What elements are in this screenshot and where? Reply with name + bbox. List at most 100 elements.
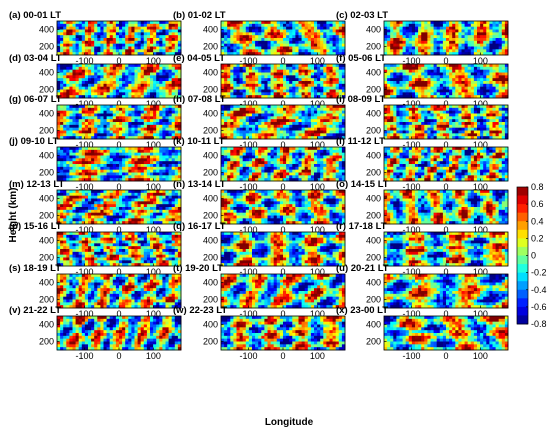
- heatmap-cell: [131, 46, 135, 50]
- heatmap-cell: [424, 133, 428, 137]
- heatmap-cell: [60, 161, 64, 165]
- heatmap-cell: [455, 40, 459, 45]
- heatmap-cell: [295, 119, 299, 123]
- heatmap-cell: [106, 43, 111, 47]
- heatmap-cell: [72, 133, 76, 137]
- heatmap-cell: [242, 49, 247, 53]
- heatmap-cell: [153, 26, 157, 30]
- heatmap-cell: [430, 21, 434, 25]
- heatmap-cell: [492, 130, 496, 134]
- heatmap-cell: [449, 72, 453, 76]
- heatmap-cell: [106, 21, 111, 25]
- heatmap-cell: [486, 107, 490, 112]
- heatmap-cell: [473, 110, 478, 114]
- heatmap-cell: [177, 40, 182, 45]
- heatmap-cell: [473, 92, 478, 96]
- heatmap-cell: [137, 124, 142, 129]
- heatmap-cell: [119, 35, 123, 39]
- heatmap-cell: [470, 46, 475, 50]
- heatmap-cell: [224, 81, 228, 85]
- heatmap-cell: [168, 133, 173, 137]
- heatmap-cell: [75, 38, 80, 42]
- heatmap-cell: [174, 149, 179, 154]
- heatmap-cell: [177, 38, 182, 42]
- heatmap-cell: [480, 83, 484, 88]
- heatmap-cell: [399, 29, 403, 33]
- heatmap-cell: [501, 32, 506, 36]
- heatmap-cell: [452, 29, 456, 33]
- heatmap-cell: [78, 113, 83, 117]
- heatmap-cell: [239, 89, 244, 93]
- heatmap-cell: [492, 32, 496, 36]
- heatmap-cell: [174, 161, 179, 165]
- heatmap-cell: [314, 89, 318, 93]
- heatmap-cell: [477, 95, 481, 99]
- heatmap-cell: [84, 49, 89, 53]
- heatmap-cell: [88, 43, 92, 47]
- heatmap-cells: [221, 64, 346, 99]
- heatmap-cell: [165, 38, 169, 42]
- heatmap-cell: [279, 105, 284, 109]
- heatmap-cell: [390, 40, 394, 45]
- heatmap-cell: [314, 78, 318, 82]
- y-tick-label: 200: [39, 42, 54, 52]
- heatmap-cell: [442, 95, 447, 99]
- heatmap-cell: [137, 133, 142, 137]
- heatmap-cell: [489, 133, 493, 137]
- heatmap-cell: [442, 29, 447, 33]
- heatmap-cell: [171, 119, 176, 123]
- heatmap-cell: [270, 49, 275, 53]
- heatmap-cell: [69, 147, 73, 151]
- heatmap-cell: [115, 110, 120, 114]
- heatmap-cell: [177, 110, 182, 114]
- heatmap-cell: [60, 29, 64, 33]
- heatmap-cell: [63, 89, 67, 93]
- heatmap-cell: [261, 21, 265, 25]
- heatmap-cell: [264, 136, 268, 140]
- heatmap-cell: [483, 66, 487, 71]
- heatmap-cell: [317, 81, 321, 85]
- heatmap-cell: [421, 89, 425, 93]
- heatmap-cell: [100, 75, 104, 79]
- heatmap-cell: [504, 89, 509, 93]
- heatmap-cell: [384, 32, 388, 36]
- heatmap-cell: [283, 110, 287, 114]
- heatmap-cell: [66, 122, 70, 126]
- heatmap-cell: [140, 89, 145, 93]
- heatmap-cell: [408, 86, 413, 90]
- heatmap-cell: [399, 89, 403, 93]
- heatmap-cell: [75, 158, 80, 162]
- heatmap-cell: [177, 43, 182, 47]
- heatmap-cell: [150, 21, 154, 25]
- heatmap-cell: [480, 136, 484, 140]
- heatmap-cell: [415, 83, 419, 88]
- heatmap-cell: [100, 69, 104, 73]
- heatmap-cell: [283, 113, 287, 117]
- heatmap-cell: [242, 92, 247, 96]
- heatmap-cell: [436, 26, 441, 30]
- heatmap-cell: [227, 158, 231, 162]
- heatmap-cell: [424, 72, 428, 76]
- heatmap-cell: [461, 81, 465, 85]
- heatmap-cell: [332, 127, 337, 131]
- heatmap-cell: [78, 89, 83, 93]
- heatmap-cell: [402, 46, 407, 50]
- heatmap-cell: [97, 95, 101, 99]
- heatmap-cell: [433, 32, 438, 36]
- heatmap-cell: [106, 95, 111, 99]
- heatmap-cell: [320, 105, 324, 109]
- heatmap-cell: [221, 64, 225, 68]
- heatmap-cell: [261, 66, 265, 71]
- heatmap-cell: [504, 127, 509, 131]
- heatmap-cell: [433, 29, 438, 33]
- heatmap-cell: [279, 32, 284, 36]
- heatmap-cell: [402, 89, 407, 93]
- heatmap-cell: [128, 21, 132, 25]
- heatmap-cell: [100, 64, 104, 68]
- heatmap-cell: [270, 133, 275, 137]
- heatmap-cell: [159, 35, 163, 39]
- heatmap-cell: [128, 178, 132, 182]
- heatmap-cell: [301, 78, 306, 82]
- heatmap-cell: [483, 35, 487, 39]
- heatmap-cell: [492, 23, 496, 28]
